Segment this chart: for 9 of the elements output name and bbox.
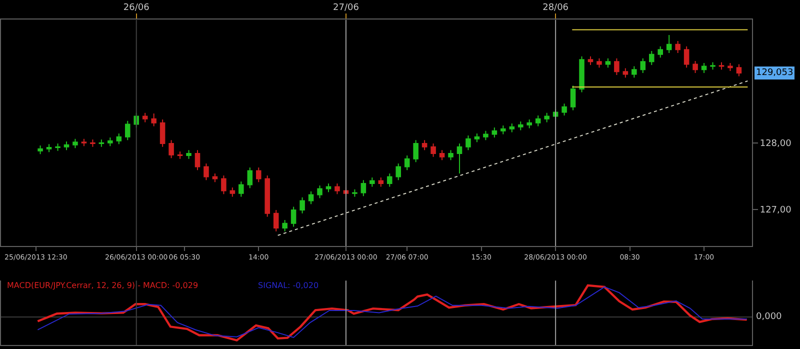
text: 129,053	[756, 68, 794, 78]
x2-tick-label: 26/06	[123, 3, 150, 14]
text: SIGNAL: -0,020	[258, 281, 319, 290]
x2-tick-label: 27/06	[332, 3, 360, 14]
y-tick-label: 127,00	[760, 206, 792, 216]
text: 0,000	[756, 312, 782, 322]
x2-tick-label: 28/06	[542, 3, 569, 14]
y-tick-label: 128,00	[760, 139, 792, 149]
text: MACD(EUR/JPY.Cerrar, 12, 26, 9) - MACD: -0,029	[7, 281, 198, 290]
